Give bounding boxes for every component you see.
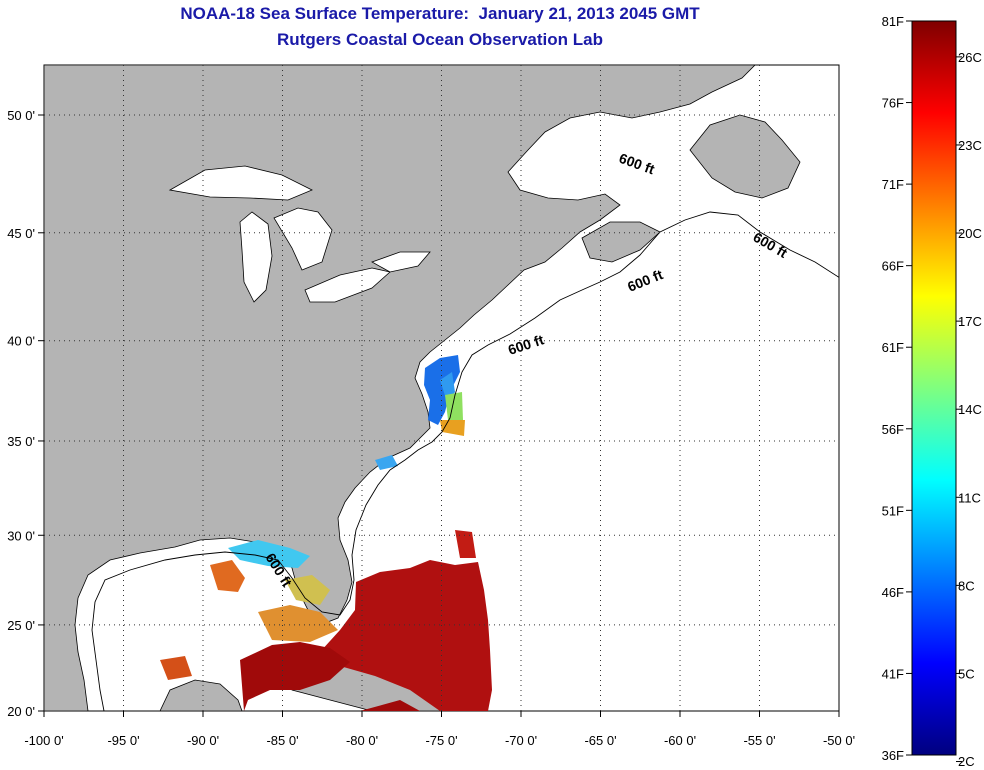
- isobath-contour: [91, 211, 839, 711]
- land-yucatan: [159, 679, 243, 711]
- colorbar-c-label: 26C: [958, 50, 982, 65]
- colorbar-f-label: 41F: [882, 666, 904, 681]
- colorbar-c-label: 8C: [958, 578, 975, 593]
- colorbar-c-label: 5C: [958, 666, 975, 681]
- lon-tick-label: -50 0': [823, 733, 855, 748]
- colorbar-celsius-labels: 26C 23C 20C 17C 14C 11C 8C 5C 2C: [956, 50, 982, 769]
- lat-tick-label: 25 0': [7, 618, 35, 633]
- colorbar-f-label: 51F: [882, 503, 904, 518]
- land-nova-scotia: [581, 221, 661, 263]
- lat-tick-label: 45 0': [7, 226, 35, 241]
- lat-tick-label: 50 0': [7, 108, 35, 123]
- lat-tick-label: 30 0': [7, 528, 35, 543]
- lat-tick-label: 35 0': [7, 434, 35, 449]
- lon-tick-label: -65 0': [584, 733, 616, 748]
- lon-tick-label: -95 0': [107, 733, 139, 748]
- colorbar-c-label: 14C: [958, 402, 982, 417]
- colorbar-c-label: 17C: [958, 314, 982, 329]
- colorbar-fahrenheit-labels: 81F 76F 71F 66F 61F 56F 51F 46F 41F 36F: [882, 14, 912, 763]
- lon-tick-label: -75 0': [425, 733, 457, 748]
- colorbar-f-label: 36F: [882, 748, 904, 763]
- colorbar-c-label: 20C: [958, 226, 982, 241]
- colorbar-f-label: 66F: [882, 259, 904, 274]
- sst-data: [160, 355, 492, 711]
- lon-tick-label: -60 0': [664, 733, 696, 748]
- colorbar-f-label: 56F: [882, 422, 904, 437]
- colorbar-f-label: 61F: [882, 340, 904, 355]
- lon-tick-label: -80 0': [346, 733, 378, 748]
- colorbar-f-label: 76F: [882, 96, 904, 111]
- lat-tick-label: 20 0': [7, 704, 35, 719]
- map-title: NOAA-18 Sea Surface Temperature: January…: [180, 4, 700, 23]
- lon-tick-label: -70 0': [505, 733, 537, 748]
- great-lakes: [168, 165, 431, 303]
- land-newfoundland: [689, 114, 801, 199]
- colorbar-c-label: 2C: [958, 754, 975, 769]
- lon-tick-label: -100 0': [24, 733, 63, 748]
- colorbar-f-label: 46F: [882, 585, 904, 600]
- map-axes: -100 0' -95 0' -90 0' -85 0' -80 0' -75 0' -70…: [7, 108, 855, 748]
- colorbar-f-label: 71F: [882, 177, 904, 192]
- map-subtitle: Rutgers Coastal Ocean Observation Lab: [277, 30, 603, 49]
- colorbar-c-label: 23C: [958, 138, 982, 153]
- colorbar-f-label: 81F: [882, 14, 904, 29]
- lon-tick-label: -90 0': [187, 733, 219, 748]
- lat-tick-label: 40 0': [7, 334, 35, 349]
- land-north-america: [44, 65, 756, 711]
- colorbar-c-label: 11C: [958, 490, 981, 505]
- colorbar: [911, 20, 957, 756]
- lon-tick-label: -55 0': [743, 733, 775, 748]
- lon-tick-label: -85 0': [266, 733, 298, 748]
